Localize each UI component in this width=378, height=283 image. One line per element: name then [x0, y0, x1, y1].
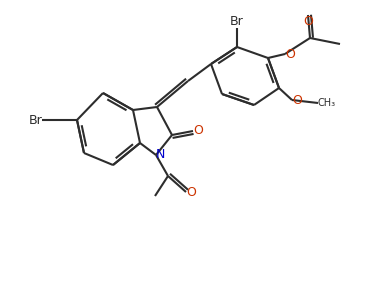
- Text: O: O: [186, 185, 196, 198]
- Text: O: O: [285, 48, 295, 61]
- Text: Br: Br: [28, 113, 42, 127]
- Text: CH₃: CH₃: [318, 98, 336, 108]
- Text: O: O: [193, 125, 203, 138]
- Text: N: N: [156, 149, 166, 162]
- Text: O: O: [292, 93, 302, 106]
- Text: O: O: [303, 15, 313, 28]
- Text: Br: Br: [230, 15, 244, 28]
